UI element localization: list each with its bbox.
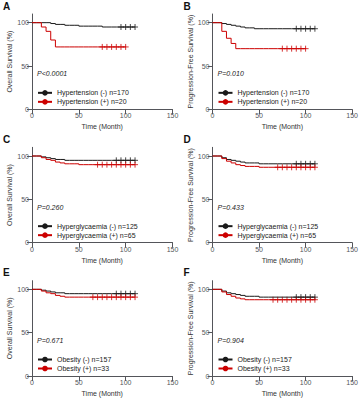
svg-text:Obesity (+) n=33: Obesity (+) n=33: [57, 365, 109, 373]
svg-text:Progression-Free Survival (%): Progression-Free Survival (%): [187, 281, 195, 375]
svg-text:150: 150: [346, 379, 358, 386]
svg-text:100: 100: [198, 286, 210, 293]
svg-text:100: 100: [120, 112, 132, 119]
svg-text:100: 100: [120, 379, 132, 386]
svg-text:Time (Month): Time (Month): [82, 123, 123, 131]
svg-text:50: 50: [202, 329, 210, 336]
svg-text:100: 100: [17, 286, 29, 293]
svg-text:100: 100: [198, 19, 210, 26]
svg-text:0: 0: [211, 112, 215, 119]
svg-text:Hypertension (+) n=20: Hypertension (+) n=20: [57, 98, 127, 106]
svg-text:D: D: [184, 134, 191, 145]
svg-text:Obesity (-) n=157: Obesity (-) n=157: [238, 356, 292, 364]
svg-text:0: 0: [25, 106, 29, 113]
svg-text:Hyperglycaemia (+) n=65: Hyperglycaemia (+) n=65: [238, 232, 317, 240]
svg-text:Hyperglycaemia (+) n=65: Hyperglycaemia (+) n=65: [57, 232, 136, 240]
svg-text:50: 50: [21, 63, 29, 70]
svg-text:0: 0: [25, 373, 29, 380]
svg-text:50: 50: [21, 329, 29, 336]
svg-text:Hyperglycaemia (-) n=125: Hyperglycaemia (-) n=125: [57, 223, 138, 231]
svg-text:100: 100: [300, 246, 312, 253]
svg-text:0: 0: [30, 246, 34, 253]
svg-text:50: 50: [75, 246, 83, 253]
svg-text:P<0.0001: P<0.0001: [37, 70, 67, 77]
svg-text:P=0.671: P=0.671: [37, 337, 63, 344]
svg-text:Hypertension (-) n=170: Hypertension (-) n=170: [57, 89, 129, 97]
svg-text:P=0.904: P=0.904: [218, 337, 244, 344]
svg-text:0: 0: [211, 246, 215, 253]
svg-text:Time (Month): Time (Month): [82, 257, 123, 265]
svg-text:P=0.433: P=0.433: [218, 204, 244, 211]
svg-text:100: 100: [17, 153, 29, 160]
svg-text:Overall Survival (%): Overall Survival (%): [6, 164, 14, 226]
svg-text:Hyperglycaemia (-) n=125: Hyperglycaemia (-) n=125: [238, 223, 319, 231]
svg-text:Overall Survival (%): Overall Survival (%): [6, 31, 14, 93]
svg-text:Time (Month): Time (Month): [262, 123, 303, 131]
svg-text:P=0.260: P=0.260: [37, 204, 63, 211]
svg-text:100: 100: [120, 246, 132, 253]
svg-text:0: 0: [25, 239, 29, 246]
svg-text:150: 150: [167, 112, 179, 119]
svg-text:50: 50: [75, 379, 83, 386]
svg-text:Obesity (-) n=157: Obesity (-) n=157: [57, 356, 111, 364]
svg-text:0: 0: [30, 379, 34, 386]
svg-text:Hypertension (-) n=170: Hypertension (-) n=170: [238, 89, 310, 97]
svg-text:Progression-Free Survival (%): Progression-Free Survival (%): [187, 15, 195, 109]
svg-text:50: 50: [255, 112, 263, 119]
svg-text:50: 50: [202, 63, 210, 70]
svg-text:Obesity (+) n=33: Obesity (+) n=33: [238, 365, 290, 373]
svg-text:C: C: [3, 134, 10, 145]
svg-text:50: 50: [202, 196, 210, 203]
svg-text:50: 50: [255, 379, 263, 386]
svg-text:150: 150: [167, 246, 179, 253]
svg-text:100: 100: [17, 19, 29, 26]
svg-text:Progression-Free Survival (%): Progression-Free Survival (%): [187, 148, 195, 242]
svg-text:100: 100: [300, 379, 312, 386]
svg-text:150: 150: [346, 246, 358, 253]
svg-text:150: 150: [167, 379, 179, 386]
svg-text:150: 150: [346, 112, 358, 119]
svg-text:0: 0: [30, 112, 34, 119]
svg-text:F: F: [184, 267, 190, 278]
svg-text:0: 0: [206, 239, 210, 246]
svg-text:100: 100: [300, 112, 312, 119]
svg-text:Hypertension (+) n=20: Hypertension (+) n=20: [238, 98, 308, 106]
svg-text:0: 0: [211, 379, 215, 386]
svg-text:A: A: [3, 1, 10, 12]
svg-text:50: 50: [75, 112, 83, 119]
svg-text:P=0.010: P=0.010: [218, 70, 244, 77]
svg-text:Time (Month): Time (Month): [262, 257, 303, 265]
svg-text:0: 0: [206, 373, 210, 380]
svg-text:Overall Survival (%): Overall Survival (%): [6, 297, 14, 359]
svg-text:Time (Month): Time (Month): [262, 390, 303, 398]
svg-text:B: B: [184, 1, 191, 12]
svg-text:E: E: [3, 267, 10, 278]
svg-text:100: 100: [198, 153, 210, 160]
svg-text:Time (Month): Time (Month): [82, 390, 123, 398]
svg-text:50: 50: [255, 246, 263, 253]
svg-text:0: 0: [206, 106, 210, 113]
svg-text:50: 50: [21, 196, 29, 203]
